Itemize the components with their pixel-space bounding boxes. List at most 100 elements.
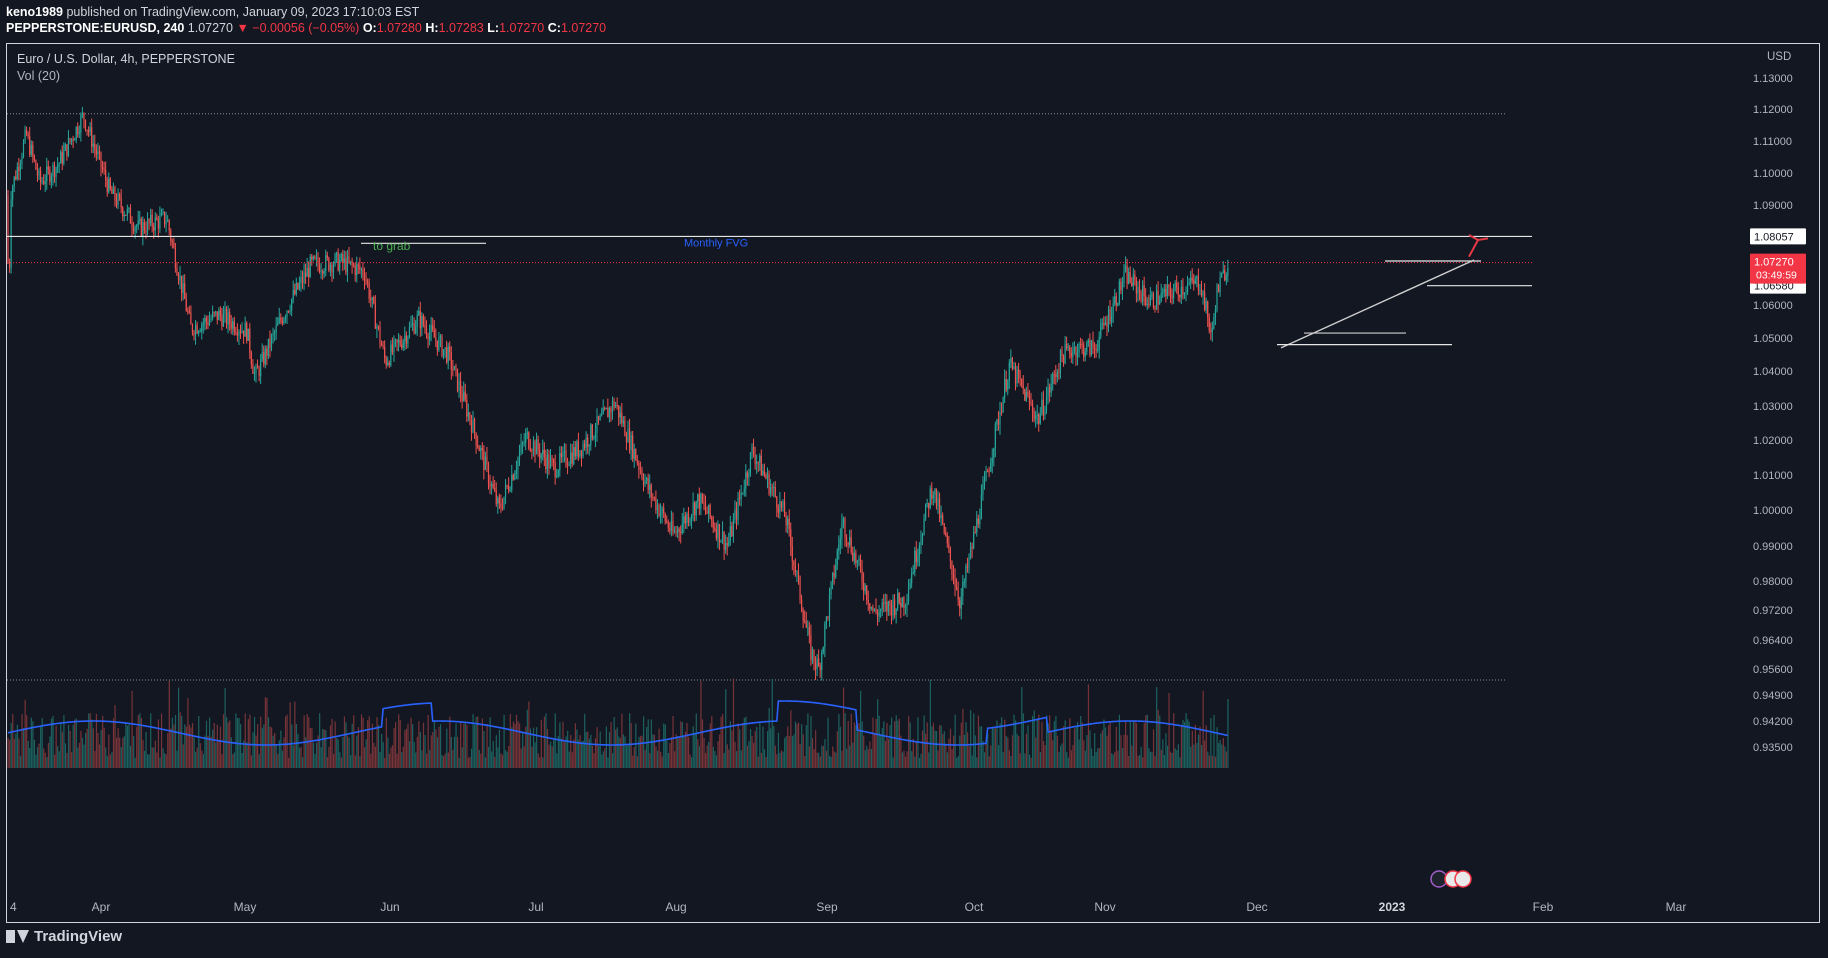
author-name[interactable]: keno1989 [6, 5, 63, 19]
volume-bar [1083, 740, 1085, 768]
candle-body [658, 505, 660, 517]
candle-body [91, 127, 93, 147]
volume-bar [319, 713, 321, 768]
volume-bar [602, 751, 604, 768]
candle-body [295, 283, 297, 294]
candle-body [641, 470, 643, 479]
volume-bar [771, 679, 773, 768]
volume-bar [1080, 715, 1082, 768]
volume-bar [562, 721, 564, 768]
volume-bar [171, 717, 173, 768]
candle-body [884, 601, 886, 604]
candle-body [932, 495, 934, 499]
candle-body [673, 531, 676, 533]
x-tick-label: 2023 [1379, 900, 1406, 914]
candle-body [1103, 322, 1105, 326]
volume-bar [209, 717, 211, 768]
volume-bar [109, 754, 111, 768]
candle-body [367, 281, 369, 284]
candle-body [535, 439, 538, 455]
volume-bar [463, 723, 465, 768]
candle-body [337, 252, 339, 271]
candle-body [824, 623, 826, 648]
volume-bar [594, 738, 597, 768]
volume-bar [405, 728, 408, 768]
candlestick-chart[interactable]: to grab Monthly FVG1.130001.120001.110001… [7, 44, 1819, 922]
volume-bar [19, 756, 22, 768]
volume-bar [159, 757, 161, 768]
candle-body [109, 178, 111, 189]
volume-bar [841, 750, 843, 768]
candle-body [514, 473, 516, 480]
candle-body [194, 325, 197, 336]
volume-bar [574, 723, 576, 768]
volume-bar [198, 715, 200, 768]
candle-body [723, 531, 725, 550]
candle-body [1030, 402, 1032, 404]
volume-bar [1177, 744, 1179, 768]
candle-body [1021, 378, 1023, 386]
volume-bar [1056, 735, 1059, 768]
candle-body [78, 132, 80, 134]
volume-bar [940, 725, 942, 768]
volume-bar [88, 713, 90, 768]
candle-body [616, 404, 618, 406]
volume-bar [551, 746, 553, 768]
candle-body [436, 340, 438, 351]
candle-body [373, 297, 375, 304]
candle-body [1022, 385, 1024, 389]
volume-bar [102, 715, 104, 768]
high-value: 1.07283 [438, 21, 484, 35]
candle-body [816, 658, 818, 669]
candle-body [1000, 411, 1003, 413]
candle-body [52, 164, 54, 177]
candle-body [920, 540, 922, 546]
volume-bar [343, 716, 346, 768]
candle-body [388, 362, 390, 366]
candle-body [80, 115, 82, 133]
volume-bar [188, 724, 191, 768]
chart-frame[interactable]: Euro / U.S. Dollar, 4h, PEPPERSTONE Vol … [6, 43, 1820, 923]
volume-bar [951, 748, 953, 768]
volume-bar [1197, 734, 1200, 768]
candle-body [356, 264, 358, 276]
candle-body [681, 523, 683, 534]
volume-bar [886, 722, 888, 768]
candle-body [706, 510, 708, 514]
candle-body [1053, 374, 1055, 376]
candle-body [832, 572, 834, 583]
volume-bar [736, 751, 738, 768]
volume-bar [705, 752, 707, 768]
candle-body [689, 518, 691, 523]
volume-bar [148, 754, 150, 768]
candle-body [949, 547, 951, 561]
volume-bar [174, 714, 177, 768]
volume-bar [746, 745, 749, 768]
volume-bar [295, 723, 297, 768]
volume-bar [298, 747, 301, 768]
y-tick-label: 0.98000 [1753, 576, 1793, 588]
candle-body [1114, 296, 1116, 304]
volume-bar [974, 735, 976, 768]
symbol: PEPPERSTONE:EURUSD, 240 [6, 21, 185, 35]
volume-bar [1139, 755, 1141, 768]
candle-body [208, 320, 211, 325]
tradingview-logo[interactable]: TradingView [6, 928, 122, 945]
volume-bar [120, 747, 122, 768]
candle-body [491, 483, 493, 487]
candle-body [802, 609, 804, 621]
volume-bar [715, 755, 718, 768]
x-tick-label: Aug [665, 900, 686, 914]
volume-bar [982, 741, 984, 768]
volume-bar [681, 722, 683, 768]
volume-bar [1008, 750, 1010, 768]
volume-bar [314, 753, 316, 768]
volume-bar [1148, 748, 1150, 768]
volume-bar [762, 726, 764, 768]
candle-body [1087, 339, 1089, 343]
candle-body [16, 166, 18, 180]
volume-bar [1109, 722, 1111, 768]
candle-body [980, 494, 982, 520]
volume-bar [486, 723, 488, 768]
candle-body [1061, 350, 1063, 356]
